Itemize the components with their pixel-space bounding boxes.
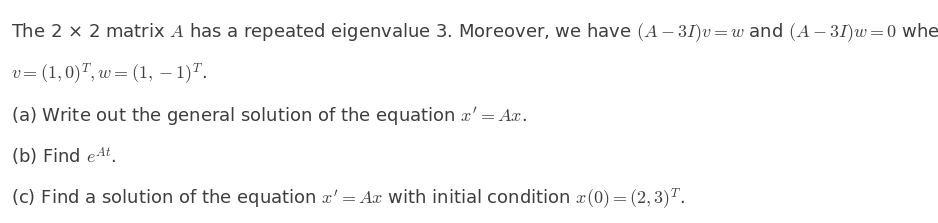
Text: $v = (1, 0)^T, w = (1, -1)^T$.: $v = (1, 0)^T, w = (1, -1)^T$. (11, 62, 207, 87)
Text: (b) Find $e^{At}$.: (b) Find $e^{At}$. (11, 146, 117, 168)
Text: (c) Find a solution of the equation $x' = Ax$ with initial condition $x(0) = (2,: (c) Find a solution of the equation $x' … (11, 187, 685, 212)
Text: (a) Write out the general solution of the equation $x' = Ax$.: (a) Write out the general solution of th… (11, 106, 527, 128)
Text: The 2 × 2 matrix $A$ has a repeated eigenvalue 3. Moreover, we have $(A - 3I)v =: The 2 × 2 matrix $A$ has a repeated eige… (11, 21, 938, 44)
